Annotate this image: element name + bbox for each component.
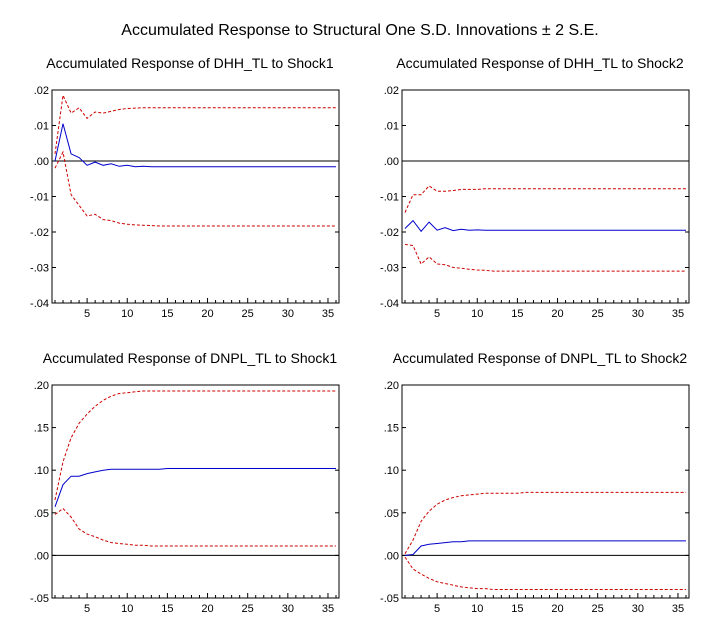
panel-title: Accumulated Response of DHH_TL to Shock1 [46, 55, 334, 71]
y-tick-label: -.01 [30, 192, 49, 204]
x-tick-label: 10 [471, 603, 483, 615]
y-tick-label: -.03 [380, 263, 399, 275]
x-tick-label: 30 [632, 308, 644, 320]
line-chart: .02 .01 .00 -.01 -.02 -.03 -.04 5 10 15 20 25 30 35 [30, 85, 340, 320]
y-tick-label: .05 [384, 508, 399, 520]
x-tick-label: 25 [592, 603, 604, 615]
line-chart: .20 .15 .10 .05 .00 -.05 5 10 15 20 25 30 35 [380, 380, 690, 615]
series-line-response [54, 468, 336, 507]
x-tick-label: 10 [121, 308, 133, 320]
y-tick-label: -.02 [380, 227, 399, 239]
y-tick-label: .00 [384, 550, 399, 562]
x-tick-label: 10 [471, 308, 483, 320]
x-tick-label: 15 [511, 308, 523, 320]
x-tick-label: 35 [322, 603, 334, 615]
panel-title: Accumulated Response of DNPL_TL to Shock… [392, 350, 688, 366]
y-tick-label: .10 [384, 465, 399, 477]
series-line-upper [54, 93, 336, 154]
series-line-lower [404, 556, 686, 590]
plot-frame [51, 384, 340, 599]
y-tick-label: -.04 [30, 298, 49, 310]
x-tick-label: 5 [84, 603, 90, 615]
y-tick-label: .01 [384, 121, 399, 133]
y-tick-label: .00 [384, 156, 399, 168]
panel-title: Accumulated Response of DNPL_TL to Shock… [42, 350, 338, 366]
y-tick-label: .05 [34, 508, 49, 520]
series-line-lower [404, 243, 686, 272]
y-tick-label: .15 [34, 423, 49, 435]
x-tick-label: 5 [434, 603, 440, 615]
x-tick-label: 25 [242, 308, 254, 320]
y-tick-label: .02 [34, 85, 49, 97]
series-line-response [404, 540, 686, 556]
x-tick-label: 30 [282, 308, 294, 320]
y-tick-label: .20 [34, 380, 49, 392]
series-line-lower [54, 150, 336, 227]
y-tick-label: .20 [384, 380, 399, 392]
y-tick-label: -.04 [380, 298, 399, 310]
x-tick-label: 15 [161, 308, 173, 320]
series-line-upper [54, 390, 336, 501]
chart-panel-dnpl-shock2: Accumulated Response of DNPL_TL to Shock… [380, 350, 700, 625]
series-line-response [404, 219, 686, 233]
x-tick-label: 25 [592, 308, 604, 320]
x-tick-label: 15 [511, 603, 523, 615]
y-tick-label: .15 [384, 423, 399, 435]
chart-panel-dnpl-shock1: Accumulated Response of DNPL_TL to Shock… [30, 350, 350, 625]
y-tick-label: -.01 [380, 192, 399, 204]
x-tick-label: 20 [201, 603, 213, 615]
y-tick-label: .01 [34, 121, 49, 133]
x-tick-label: 20 [551, 308, 563, 320]
x-tick-label: 20 [201, 308, 213, 320]
y-tick-label: .00 [34, 550, 49, 562]
line-chart: .20 .15 .10 .05 .00 -.05 5 10 15 20 25 30 35 [30, 380, 340, 615]
x-tick-label: 35 [672, 603, 684, 615]
chart-panel-dhh-shock2: Accumulated Response of DHH_TL to Shock2… [380, 55, 700, 330]
figure-title: Accumulated Response to Structural One S… [121, 22, 599, 39]
x-tick-label: 5 [84, 308, 90, 320]
series-line-upper [404, 491, 686, 554]
plot-frame [401, 384, 690, 599]
y-tick-label: -.05 [30, 593, 49, 605]
x-tick-label: 15 [161, 603, 173, 615]
line-chart: .02 .01 .00 -.01 -.02 -.03 -.04 5 10 15 20 25 30 35 [380, 85, 690, 320]
y-tick-label: .10 [34, 465, 49, 477]
x-tick-label: 5 [434, 308, 440, 320]
y-tick-label: -.03 [30, 263, 49, 275]
plot-frame [51, 89, 340, 304]
series-line-response [54, 123, 336, 168]
x-tick-label: 20 [551, 603, 563, 615]
chart-panel-dhh-shock1: Accumulated Response of DHH_TL to Shock1… [30, 55, 350, 330]
series-line-lower [54, 507, 336, 547]
x-tick-label: 10 [121, 603, 133, 615]
y-tick-label: .02 [384, 85, 399, 97]
y-tick-label: -.02 [30, 227, 49, 239]
series-line-upper [404, 185, 686, 213]
panel-title: Accumulated Response of DHH_TL to Shock2 [396, 55, 684, 71]
x-tick-label: 30 [282, 603, 294, 615]
y-tick-label: -.05 [380, 593, 399, 605]
x-tick-label: 35 [672, 308, 684, 320]
plot-frame [401, 89, 690, 304]
x-tick-label: 30 [632, 603, 644, 615]
y-tick-label: .00 [34, 156, 49, 168]
x-tick-label: 35 [322, 308, 334, 320]
x-tick-label: 25 [242, 603, 254, 615]
